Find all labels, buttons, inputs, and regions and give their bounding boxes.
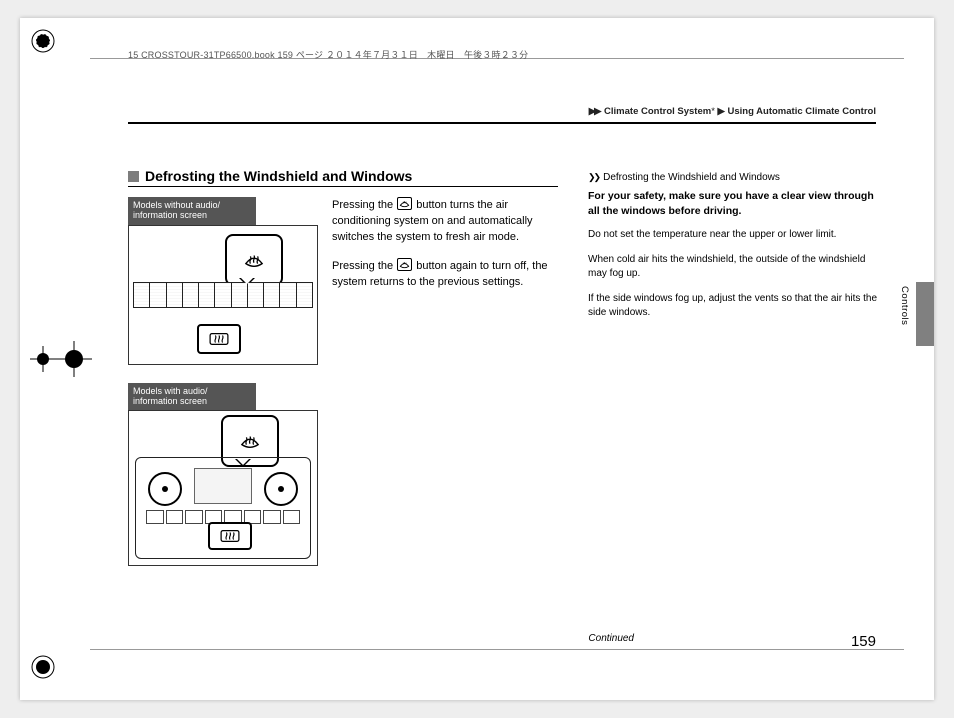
crop-mark-icon [30,654,56,680]
sidebar-heading: ❯❯ Defrosting the Windshield and Windows [588,172,880,183]
figure-with-audio: Models with audio/ information screen [128,383,318,567]
asterisk: * [711,106,715,117]
breadcrumb-seg-1: Climate Control System [604,106,711,117]
rear-defrost-icon [219,528,241,544]
p1-a: Pressing the [332,199,396,211]
rear-defrost-button [208,522,252,550]
chevron-icon: ❯❯ [588,172,599,183]
crop-mark-icon [30,346,56,372]
section-title: Defrosting the Windshield and Windows [145,168,412,184]
crop-mark-icon [56,341,92,377]
chevron-icon: ▶ [718,106,723,117]
book-meta-line: 15 CROSSTOUR-31TP66500.book 159 ページ ２０１４… [128,48,528,61]
sidebar-p2: When cold air hits the windshield, the o… [588,253,880,282]
body-text: Pressing the button turns the air condit… [332,197,558,566]
chevron-icon: ▶▶ [589,106,600,117]
figure-tag: Models with audio/ information screen [128,383,256,411]
sidebar-warning: For your safety, make sure you have a cl… [588,189,880,218]
sidebar-p3: If the side windows fog up, adjust the v… [588,292,880,321]
breadcrumb: ▶▶ Climate Control System* ▶ Using Autom… [589,106,876,117]
rear-defrost-icon [208,331,230,347]
continued-label: Continued [588,633,634,644]
defrost-icon [243,251,265,269]
square-bullet-icon [128,171,139,182]
figure-no-audio: Models without audio/ information screen [128,197,318,365]
section-tab [916,282,934,346]
temp-knob-right [264,472,298,506]
defrost-icon [239,432,261,450]
sidebar-p1: Do not set the temperature near the uppe… [588,228,880,243]
info-screen [194,468,252,504]
temp-knob-left [148,472,182,506]
rear-defrost-button [197,324,241,354]
section-tab-label: Controls [899,286,910,325]
crop-mark-icon [30,28,56,54]
figure-tag: Models without audio/ information screen [128,197,256,225]
defrost-button-icon [397,258,412,271]
breadcrumb-seg-2: Using Automatic Climate Control [728,106,877,117]
section-heading: Defrosting the Windshield and Windows [128,168,558,187]
p2-a: Pressing the [332,260,396,272]
sidebar-heading-text: Defrosting the Windshield and Windows [603,172,780,183]
defrost-button-icon [397,197,412,210]
defrost-callout [225,234,283,286]
page-number: 159 [851,633,876,650]
